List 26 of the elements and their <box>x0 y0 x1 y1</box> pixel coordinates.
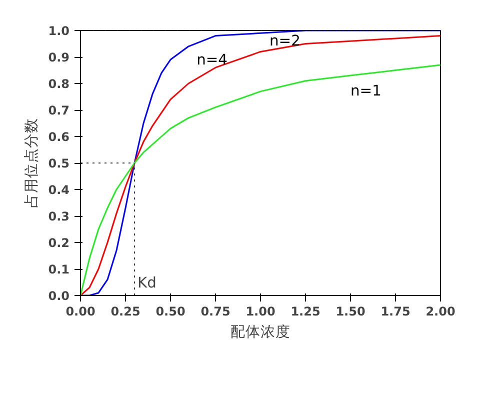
x-axis-title: 配体浓度 <box>230 324 290 340</box>
y-tick-label: 0.7 <box>48 104 70 118</box>
x-tick-label: 1.00 <box>246 304 276 318</box>
series-label: n=2 <box>270 32 300 50</box>
x-tick-label: 1.50 <box>336 304 366 318</box>
ref-line-label: Kd <box>138 274 156 292</box>
y-tick-label: 0.2 <box>48 236 70 250</box>
y-tick-label: 0.0 <box>48 289 70 303</box>
y-tick-label: 0.6 <box>48 130 70 144</box>
series-label: n=1 <box>350 82 382 100</box>
x-tick-label: 0.50 <box>156 304 186 318</box>
x-tick-label: 1.75 <box>380 304 410 318</box>
x-tick-label: 1.25 <box>290 304 320 318</box>
y-axis-title: 占用位点分数 <box>23 118 40 208</box>
y-tick-label: 0.4 <box>48 183 70 197</box>
y-tick-label: 0.3 <box>48 210 70 224</box>
y-tick-label: 0.8 <box>48 77 70 91</box>
series-label: n=4 <box>196 51 228 68</box>
x-tick-label: 0.75 <box>200 304 230 318</box>
y-tick-label: 0.1 <box>48 262 70 276</box>
y-tick-label: 0.9 <box>48 50 70 64</box>
y-tick-label: 1.0 <box>48 24 70 38</box>
x-tick-label: 0.00 <box>66 304 96 318</box>
x-tick-label: 0.25 <box>110 304 140 318</box>
x-tick-label: 2.00 <box>426 304 456 318</box>
y-tick-label: 0.5 <box>48 156 70 170</box>
